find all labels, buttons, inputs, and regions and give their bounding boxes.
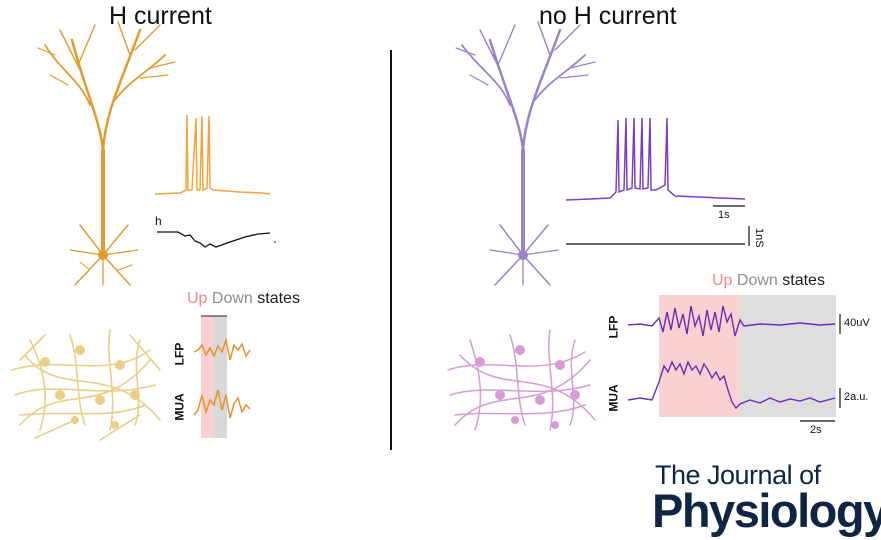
left-legend: Up Down states	[187, 290, 300, 308]
legend-down: Down	[211, 290, 253, 307]
left-soma	[98, 250, 108, 260]
left-h-trace	[157, 231, 271, 248]
left-mua-label: MUA	[172, 393, 187, 421]
right-lfp-trace	[627, 305, 836, 337]
left-up-state-shade	[201, 316, 213, 438]
left-network-cells	[40, 345, 140, 429]
right-mua-trace	[627, 360, 836, 410]
legend-up: Up	[187, 290, 208, 307]
left-lfp-trace	[193, 337, 251, 361]
left-down-state-shade	[213, 316, 227, 438]
legend-up: Up	[712, 272, 733, 289]
right-mua-label: MUA	[606, 384, 621, 412]
scale-label-2s: 2s	[810, 424, 822, 436]
legend-down: Down	[736, 272, 778, 289]
left-voltage-trace	[154, 114, 271, 195]
left-network	[11, 329, 161, 441]
journal-name-line2: Physiology	[652, 484, 881, 537]
right-legend: Up Down states	[712, 272, 825, 290]
right-panel-title: no H current	[539, 2, 677, 30]
legend-states: states	[257, 290, 300, 307]
right-lfp-label: LFP	[606, 315, 621, 339]
left-h-trace-label: h	[155, 214, 162, 228]
left-neuron	[37, 21, 176, 286]
left-mua-trace	[193, 389, 251, 419]
scale-label-2au: 2a.u.	[844, 391, 869, 403]
scale-label-1s: 1s	[718, 209, 730, 221]
right-network	[447, 329, 596, 431]
scale-label-1ns: 1nS	[753, 228, 765, 248]
left-lfp-label: LFP	[172, 342, 187, 366]
right-soma	[518, 250, 528, 260]
right-voltage-trace	[565, 117, 746, 201]
scale-label-40uv: 40uV	[844, 317, 870, 329]
right-up-state-shade	[659, 295, 740, 417]
right-network-cells	[475, 345, 580, 429]
journal-name-line1: The Journal of	[655, 460, 821, 490]
legend-states: states	[782, 272, 825, 289]
left-panel-title: H current	[109, 2, 212, 30]
right-neuron	[455, 21, 596, 286]
right-down-state-shade	[740, 295, 836, 417]
